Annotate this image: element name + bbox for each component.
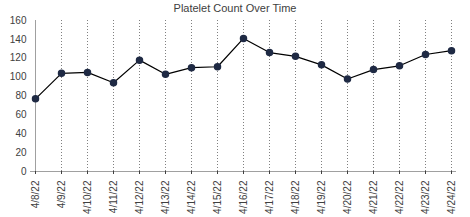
svg-text:4/22/22: 4/22/22 [394, 180, 405, 214]
svg-text:4/10/22: 4/10/22 [82, 180, 93, 214]
svg-text:4/13/22: 4/13/22 [160, 180, 171, 214]
svg-text:20: 20 [15, 147, 27, 158]
svg-text:4/11/22: 4/11/22 [108, 180, 119, 213]
svg-text:4/21/22: 4/21/22 [368, 180, 379, 214]
html-text:Platelet Count Over Time: Platelet Count Over Time [173, 2, 297, 14]
svg-text:160: 160 [10, 16, 27, 26]
svg-text:4/23/22: 4/23/22 [420, 180, 431, 214]
svg-text:4/16/22: 4/16/22 [238, 180, 249, 214]
svg-text:120: 120 [10, 52, 27, 63]
svg-text:60: 60 [15, 109, 27, 120]
svg-text:4/8/22: 4/8/22 [30, 180, 41, 208]
svg-text:4/12/22: 4/12/22 [134, 180, 145, 214]
svg-text:4/17/22: 4/17/22 [264, 180, 275, 214]
svg-text:40: 40 [15, 128, 27, 139]
svg-text:4/15/22: 4/15/22 [212, 180, 223, 214]
svg-text:140: 140 [10, 34, 27, 45]
svg-text:80: 80 [15, 90, 27, 101]
svg-text:4/24/22: 4/24/22 [446, 180, 457, 214]
svg-text:4/14/22: 4/14/22 [186, 180, 197, 214]
svg-text:4/20/22: 4/20/22 [342, 180, 353, 214]
svg-text:0: 0 [21, 166, 27, 177]
svg-text:4/18/22: 4/18/22 [290, 180, 301, 214]
svg-text:100: 100 [10, 71, 27, 82]
svg-text:4/9/22: 4/9/22 [56, 180, 67, 208]
svg-text:4/19/22: 4/19/22 [316, 180, 327, 214]
